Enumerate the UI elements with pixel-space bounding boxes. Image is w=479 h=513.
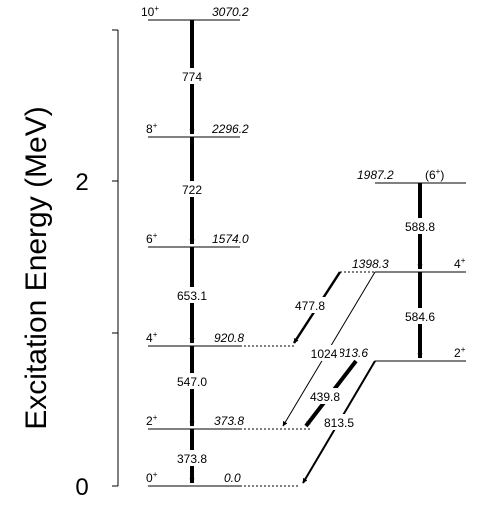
transition-label-373.8: 373.8 [177, 452, 207, 466]
energy-label-920.8: 920.8 [214, 331, 244, 345]
energy-label-3070.2: 3070.2 [212, 5, 249, 19]
label-bg-477.8 [292, 297, 328, 313]
spin-label-6-paren: (6+) [425, 167, 444, 182]
axis-title: Excitation Energy (MeV) [20, 106, 53, 429]
transition-label-774: 774 [182, 70, 202, 84]
label-bg-813.5 [320, 414, 358, 430]
energy-label-1987.2: 1987.2 [357, 168, 394, 182]
right-transition-label-backgrounds [398, 218, 442, 324]
transition-label-588.8: 588.8 [405, 220, 435, 234]
spin-label-0: 0+ [146, 470, 158, 485]
axis-tick-label-2: 2 [75, 169, 88, 196]
energy-label-1574.0: 1574.0 [212, 232, 249, 246]
transition-label-584.6: 584.6 [405, 310, 435, 324]
transition-label-1024: 1024 [311, 347, 338, 361]
spin-label-2-right: 2+ [454, 345, 466, 360]
transition-label-439.8: 439.8 [310, 390, 340, 404]
energy-label-2296.2: 2296.2 [211, 122, 249, 136]
spin-label-10: 10+ [141, 4, 159, 19]
spin-label-2: 2+ [146, 413, 158, 428]
label-bg-774 [176, 68, 208, 84]
transition-label-653.1: 653.1 [177, 289, 207, 303]
energy-label-1398.3: 1398.3 [352, 257, 389, 271]
transition-label-477.8: 477.8 [295, 299, 325, 313]
transition-label-547.0: 547.0 [177, 375, 207, 389]
spin-label-8: 8+ [146, 121, 158, 136]
label-bg-547.0 [170, 373, 214, 389]
label-bg-439.8 [306, 388, 344, 404]
energy-label-373.8: 373.8 [214, 414, 244, 428]
label-bg-1024 [308, 345, 340, 361]
axis-tick-label-0: 0 [75, 474, 88, 501]
spin-label-4-right: 4+ [454, 256, 466, 271]
label-bg-722 [176, 181, 208, 197]
label-bg-584.6 [398, 308, 442, 324]
transition-label-722: 722 [182, 183, 202, 197]
energy-label-813.6: 813.6 [338, 346, 368, 360]
energy-label-0.0: 0.0 [224, 471, 241, 485]
label-bg-653.1 [170, 287, 214, 303]
transition-label-813.5: 813.5 [324, 416, 354, 430]
spin-label-6: 6+ [146, 231, 158, 246]
interband-label-backgrounds [292, 297, 358, 430]
level-dotted-extensions [240, 345, 312, 487]
left-transition-label-backgrounds [170, 68, 214, 466]
label-bg-588.8 [398, 218, 442, 234]
label-bg-373.8 [170, 450, 214, 466]
spin-label-4: 4+ [146, 330, 158, 345]
